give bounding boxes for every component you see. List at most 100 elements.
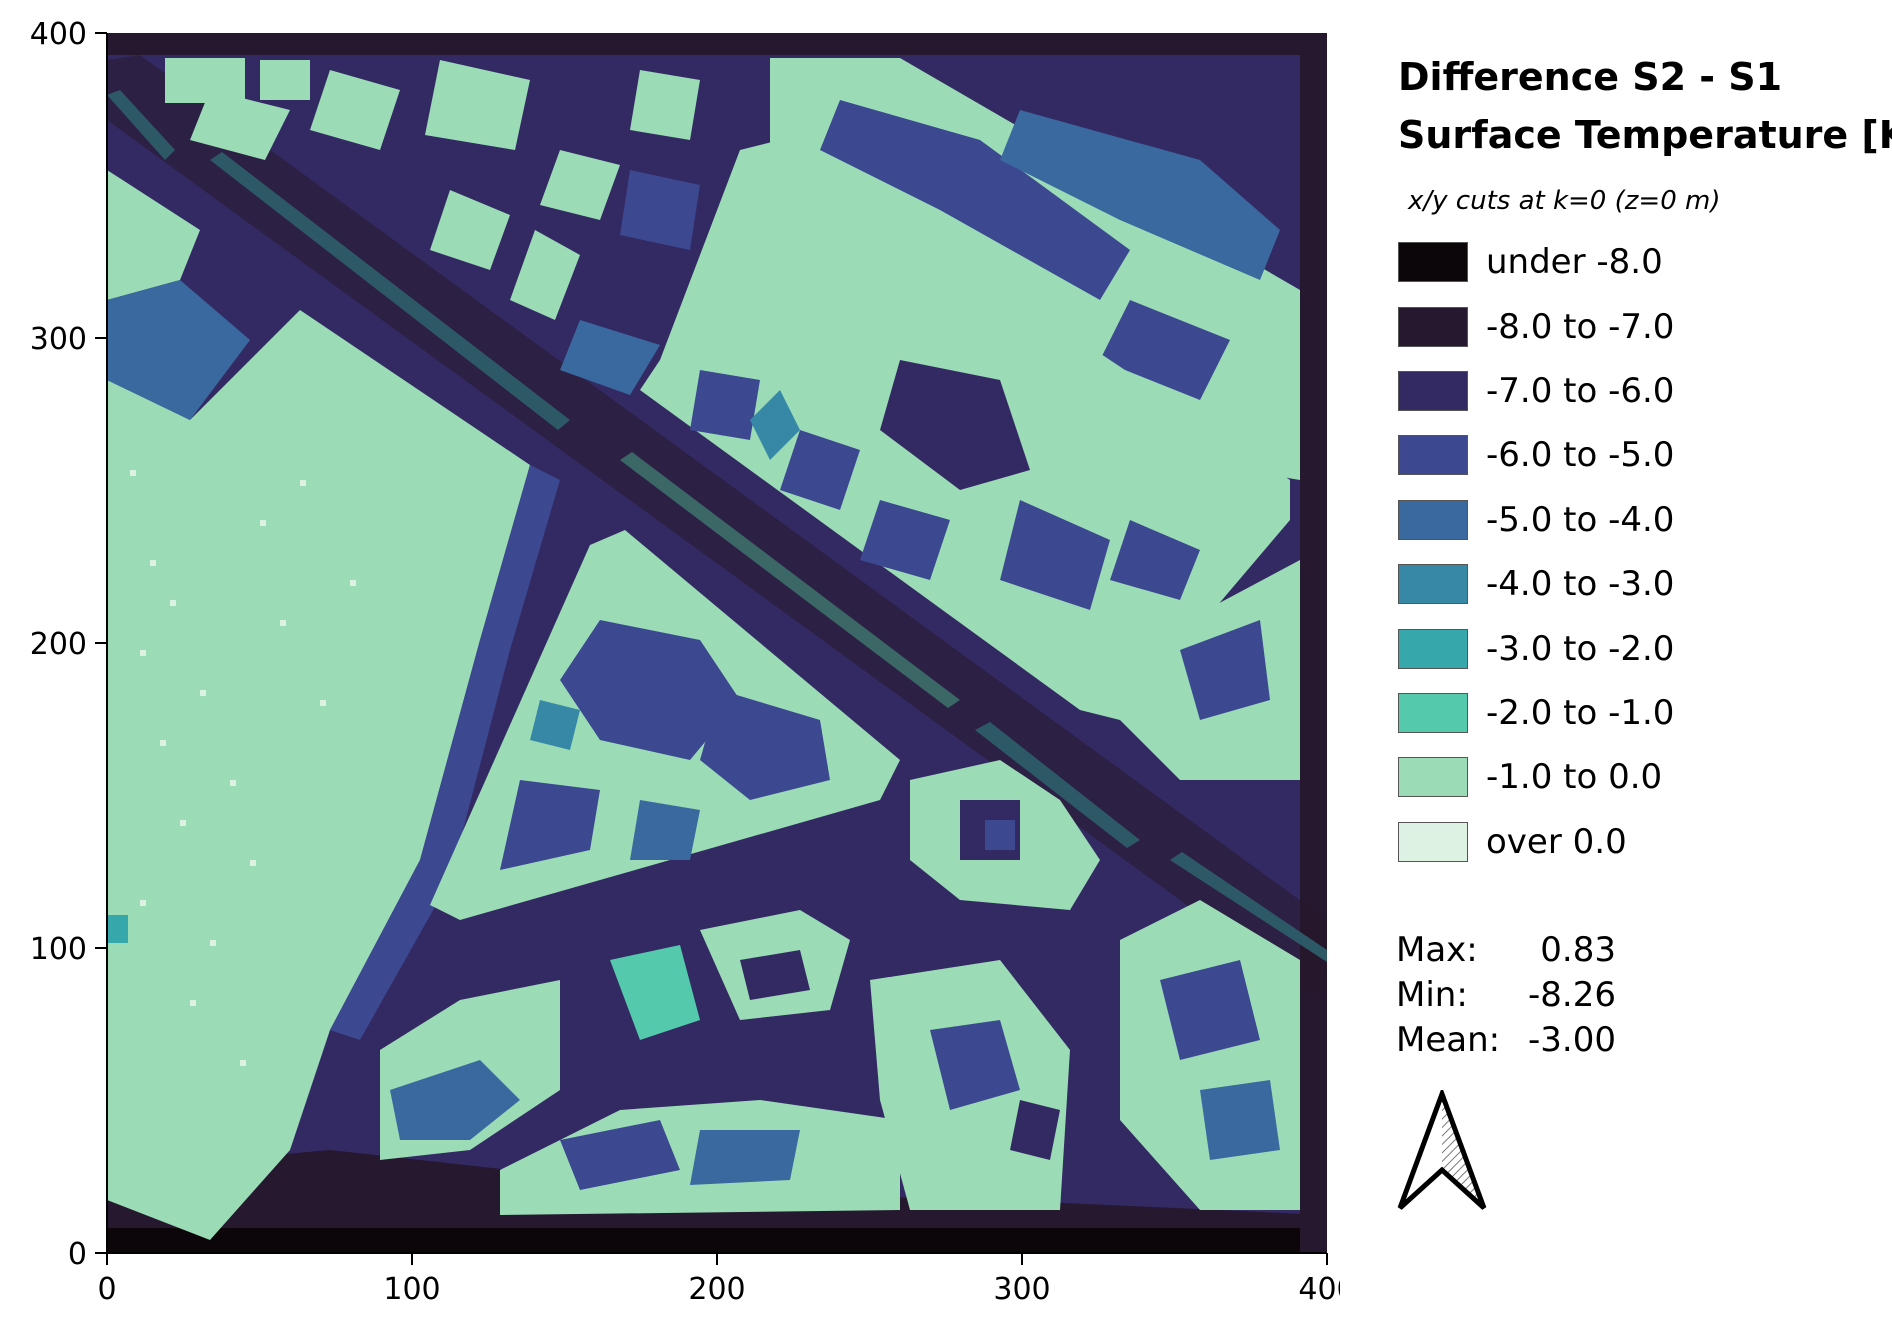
raster-cell <box>310 70 400 150</box>
legend-item: -8.0 to -7.0 <box>1398 294 1878 358</box>
legend-item: -6.0 to -5.0 <box>1398 423 1878 487</box>
legend-item: -3.0 to -2.0 <box>1398 616 1878 680</box>
y-tick-label: 100 <box>30 932 87 967</box>
legend-label: -4.0 to -3.0 <box>1486 564 1675 605</box>
legend-item: -2.0 to -1.0 <box>1398 681 1878 745</box>
raster-cell <box>330 465 560 1040</box>
legend-swatch <box>1398 370 1468 411</box>
legend-label: -5.0 to -4.0 <box>1486 499 1675 540</box>
raster-cell <box>107 170 200 300</box>
raster-cell <box>1110 520 1200 600</box>
legend-label: -7.0 to -6.0 <box>1486 370 1675 411</box>
raster-cell <box>1000 110 1280 280</box>
raster-cell <box>930 1020 1020 1110</box>
raster-cell <box>690 1130 800 1185</box>
raster-cell <box>390 1060 520 1140</box>
raster-cell <box>630 800 700 860</box>
north-arrow-icon <box>1397 1090 1487 1210</box>
raster-cell <box>540 150 620 220</box>
raster-cell <box>107 55 1327 1000</box>
legend-title-line-2: Surface Temperature [K] <box>1398 113 1892 157</box>
raster-cell <box>1160 960 1260 1060</box>
raster-cell <box>1100 300 1230 400</box>
raster-cell <box>700 690 830 800</box>
raster-cell <box>560 1120 680 1190</box>
x-tick-label: 0 <box>97 1272 116 1307</box>
legend-label: over 0.0 <box>1486 821 1627 862</box>
legend-label: -6.0 to -5.0 <box>1486 435 1675 476</box>
raster-cell <box>560 620 740 760</box>
legend-label: under -8.0 <box>1486 242 1663 283</box>
legend-item: under -8.0 <box>1398 230 1878 294</box>
raster-cell <box>1200 1080 1280 1160</box>
legend-item: -7.0 to -6.0 <box>1398 359 1878 423</box>
park-speckles <box>130 470 356 1066</box>
legend-items: under -8.0 -8.0 to -7.0 -7.0 to -6.0 -6.… <box>1398 230 1878 874</box>
stat-min-label: Min: <box>1396 975 1468 1015</box>
legend-item: -4.0 to -3.0 <box>1398 552 1878 616</box>
raster-cell <box>107 1228 1327 1253</box>
x-tick-label: 200 <box>688 1272 745 1307</box>
y-tick-label: 0 <box>68 1237 87 1272</box>
legend-swatch <box>1398 628 1468 669</box>
raster-cell <box>530 700 580 750</box>
y-tick-label: 300 <box>30 322 87 357</box>
x-tick-label: 400 <box>1298 1272 1340 1307</box>
raster-cell <box>985 820 1015 850</box>
raster-cell <box>108 915 128 943</box>
legend-swatch <box>1398 757 1468 798</box>
raster-cell <box>190 90 290 160</box>
raster-cell <box>880 360 1030 490</box>
legend-subtitle: x/y cuts at k=0 (z=0 m) <box>1408 186 1721 216</box>
raster-cell <box>560 320 660 395</box>
raster-cell <box>620 170 700 250</box>
raster-cell <box>1180 620 1270 720</box>
legend-label: -8.0 to -7.0 <box>1486 306 1675 347</box>
y-tick-label: 400 <box>30 17 87 52</box>
legend-title-line-1: Difference S2 - S1 <box>1398 55 1783 99</box>
raster-cell <box>107 33 1327 55</box>
legend-swatch <box>1398 306 1468 347</box>
legend-swatch <box>1398 692 1468 733</box>
legend-swatch <box>1398 435 1468 476</box>
x-tick-label: 300 <box>993 1272 1050 1307</box>
legend-label: -1.0 to 0.0 <box>1486 757 1663 798</box>
raster-cell <box>1000 500 1110 610</box>
raster-cell <box>107 280 250 420</box>
temperature-raster <box>107 33 1327 1253</box>
map-figure: 0 100 200 300 400 0 100 200 300 400 <box>30 17 1340 1307</box>
legend-swatch <box>1398 564 1468 605</box>
x-tick-label: 100 <box>383 1272 440 1307</box>
raster-cell <box>740 950 810 1000</box>
legend-swatch <box>1398 499 1468 540</box>
raster-cell <box>770 220 990 370</box>
raster-cell <box>430 190 510 270</box>
raster-cell <box>510 230 580 320</box>
stat-max-label: Max: <box>1396 930 1478 970</box>
y-tick-label: 200 <box>30 627 87 662</box>
stat-max: Max: 0.83 <box>1396 928 1616 973</box>
stat-mean-label: Mean: <box>1396 1020 1501 1060</box>
raster-cell <box>107 310 530 1240</box>
legend-label: -2.0 to -1.0 <box>1486 692 1675 733</box>
legend-item: over 0.0 <box>1398 810 1878 874</box>
raster-cell <box>260 60 310 100</box>
stat-min: Min: -8.26 <box>1396 973 1616 1018</box>
stat-mean-value: -3.00 <box>1528 1020 1616 1060</box>
legend-swatch <box>1398 821 1468 862</box>
legend-label: -3.0 to -2.0 <box>1486 628 1675 669</box>
stat-min-value: -8.26 <box>1528 975 1616 1015</box>
raster-cell <box>425 60 530 150</box>
statistics: Max: 0.83 Min: -8.26 Mean: -3.00 <box>1396 928 1616 1063</box>
raster-cell <box>1300 33 1327 1253</box>
map-axes: 0 100 200 300 400 0 100 200 300 400 <box>30 17 1340 1307</box>
stat-mean: Mean: -3.00 <box>1396 1018 1616 1063</box>
raster-cell <box>690 370 760 440</box>
raster-cell <box>820 100 1130 300</box>
raster-cell <box>500 780 600 870</box>
raster-cell <box>860 500 950 580</box>
legend-item: -1.0 to 0.0 <box>1398 745 1878 809</box>
raster-cell <box>610 945 700 1040</box>
raster-cell <box>630 70 700 140</box>
